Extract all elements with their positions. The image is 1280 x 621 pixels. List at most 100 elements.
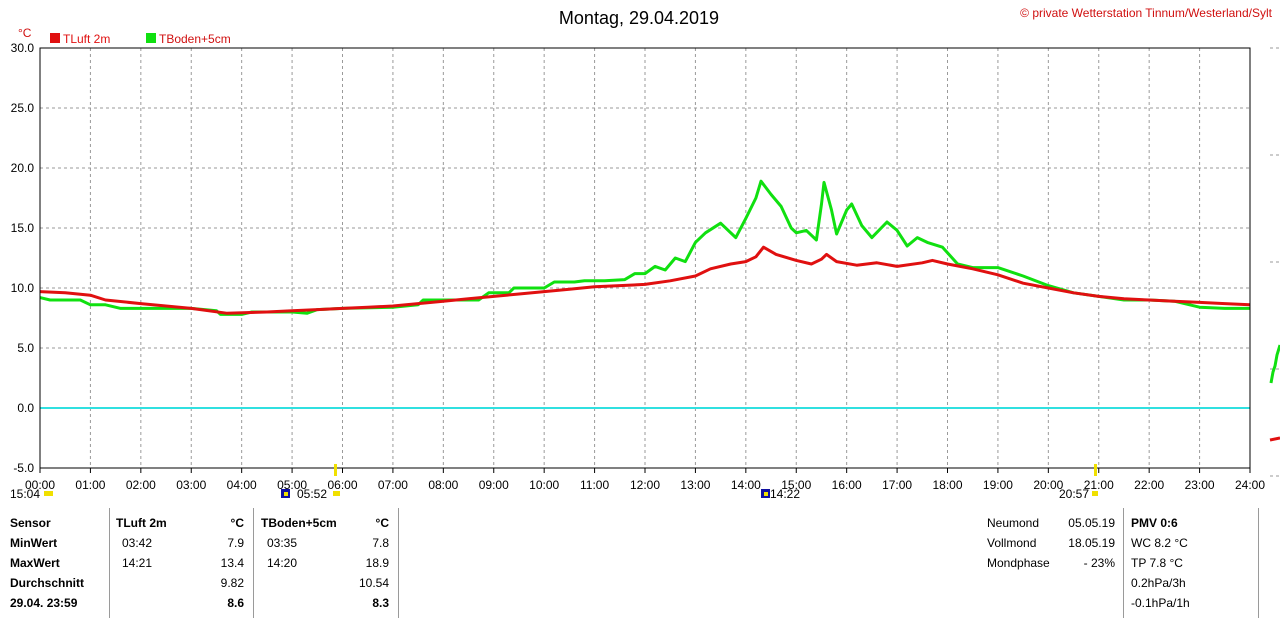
x-tick-label: 07:00 <box>378 478 408 492</box>
x-tick-label: 23:00 <box>1185 478 1215 492</box>
x-tick-label: 10:00 <box>529 478 559 492</box>
moon-label-new: Neumond <box>987 516 1040 530</box>
moonset-icon-inner <box>764 492 768 496</box>
edge-series-fragment <box>1269 344 1280 384</box>
x-tick-label: 05:00 <box>277 478 307 492</box>
moon-label-full: Vollmond <box>987 536 1037 550</box>
y-tick-label: 25.0 <box>11 101 35 115</box>
tluft-max-time: 14:21 <box>122 556 153 570</box>
x-tick-label: 06:00 <box>327 478 357 492</box>
x-tick-label: 24:00 <box>1235 478 1265 492</box>
tboden-max-time: 14:20 <box>267 556 298 570</box>
divider-3 <box>398 508 399 618</box>
legend-label-tboden: TBoden+5cm <box>159 32 231 46</box>
x-tick-label: 22:00 <box>1134 478 1164 492</box>
unit-label: °C <box>18 26 32 40</box>
y-tick-label: 15.0 <box>11 221 35 235</box>
sunset-tick-icon <box>1094 464 1097 476</box>
divider-4 <box>1123 508 1124 618</box>
x-tick-label: 19:00 <box>983 478 1013 492</box>
label-current: 29.04. 23:59 <box>10 596 78 610</box>
chart-title: Montag, 29.04.2019 <box>559 8 719 28</box>
label-max: MaxWert <box>10 556 60 570</box>
tboden-unit: °C <box>375 516 389 530</box>
x-tick-label: 02:00 <box>126 478 156 492</box>
moon-value-new: 05.05.19 <box>1068 516 1115 530</box>
x-tick-label: 16:00 <box>832 478 862 492</box>
sun-moon-markers: 15:04 05:52 14:22 20:57 <box>10 464 1098 501</box>
x-tick-label: 11:00 <box>580 478 609 492</box>
tboden-min: 7.8 <box>372 536 389 550</box>
sun-icon <box>333 491 340 496</box>
x-tick-label: 14:00 <box>731 478 761 492</box>
stats-tluft: TLuft 2m °C 03:42 7.9 14:21 13.4 9.82 8.… <box>116 513 246 613</box>
tluft-header: TLuft 2m <box>116 516 167 530</box>
x-tick-label: 21:00 <box>1084 478 1114 492</box>
x-tick-label: 17:00 <box>882 478 912 492</box>
x-tick-label: 01:00 <box>75 478 105 492</box>
x-axis-ticks: 00:00 01:00 02:00 03:00 04:00 05:00 06:00 07:00… <box>25 478 1265 492</box>
divider-1 <box>109 508 110 618</box>
x-tick-label: 20:00 <box>1033 478 1063 492</box>
stats-tboden: TBoden+5cm °C 03:35 7.8 14:20 18.9 10.54… <box>261 513 391 613</box>
edge-series-fragment <box>1269 436 1280 442</box>
plot-frame <box>39 47 1251 469</box>
pmv-line: 0.2hPa/3h <box>1131 576 1186 590</box>
divider-2 <box>253 508 254 618</box>
legend-label-tluft: TLuft 2m <box>63 32 110 46</box>
tboden-avg: 10.54 <box>358 576 389 590</box>
y-tick-label: 0.0 <box>17 401 34 415</box>
x-tick-label: 18:00 <box>932 478 962 492</box>
right-edge-fragment <box>1269 47 1280 477</box>
pmv-line: TP 7.8 °C <box>1131 556 1183 570</box>
moonrise-icon-inner <box>284 492 288 496</box>
tboden-header: TBoden+5cm <box>261 516 337 530</box>
sunrise-icon <box>44 491 53 496</box>
y-tick-label: 5.0 <box>17 341 34 355</box>
x-tick-label: 12:00 <box>630 478 660 492</box>
pmv-table: PMV 0:6 WC 8.2 °C TP 7.8 °C 0.2hPa/3h -0… <box>1131 513 1190 613</box>
sunrise-tick-icon <box>334 464 337 476</box>
legend: TLuft 2m TBoden+5cm <box>50 32 231 46</box>
copyright-text: © private Wetterstation Tinnum/Westerlan… <box>1020 6 1273 20</box>
grid <box>39 47 1251 473</box>
y-tick-label: -5.0 <box>13 461 34 475</box>
x-tick-label: 00:00 <box>25 478 55 492</box>
tluft-unit: °C <box>230 516 244 530</box>
marker-time-2: 05:52 <box>297 487 327 501</box>
tboden-min-time: 03:35 <box>267 536 298 550</box>
sunset-icon <box>1092 491 1098 496</box>
x-tick-label: 15:00 <box>781 478 811 492</box>
stats-labels: Sensor MinWert MaxWert Durchschnitt 29.0… <box>10 513 84 613</box>
series-line-tboden <box>39 179 1250 316</box>
divider-5 <box>1258 508 1259 618</box>
moon-value-phase: - 23% <box>1083 556 1115 570</box>
marker-time-3: 14:22 <box>770 487 800 501</box>
x-tick-label: 03:00 <box>176 478 206 492</box>
tluft-min: 7.9 <box>227 536 244 550</box>
marker-time-4: 20:57 <box>1059 487 1089 501</box>
tluft-min-time: 03:42 <box>122 536 153 550</box>
pmv-line: -0.1hPa/1h <box>1131 596 1190 610</box>
series-lines <box>39 179 1251 316</box>
tluft-max: 13.4 <box>220 556 244 570</box>
pmv-title: PMV 0:6 <box>1131 516 1178 530</box>
y-tick-label: 30.0 <box>11 41 35 55</box>
x-tick-label: 08:00 <box>428 478 458 492</box>
moon-value-full: 18.05.19 <box>1068 536 1115 550</box>
legend-swatch-tluft <box>50 33 60 43</box>
tboden-last: 8.3 <box>372 596 389 610</box>
x-tick-label: 09:00 <box>479 478 509 492</box>
label-avg: Durchschnitt <box>10 576 85 590</box>
tluft-last: 8.6 <box>227 596 244 610</box>
tboden-max: 18.9 <box>365 556 389 570</box>
x-tick-label: 04:00 <box>227 478 257 492</box>
y-tick-label: 20.0 <box>11 161 35 175</box>
x-tick-label: 13:00 <box>680 478 710 492</box>
series-line-tluft <box>39 245 1251 315</box>
moon-label-phase: Mondphase <box>987 556 1050 570</box>
y-tick-label: 10.0 <box>11 281 35 295</box>
label-sensor: Sensor <box>10 516 51 530</box>
moon-table: Neumond 05.05.19 Vollmond 18.05.19 Mondp… <box>987 513 1117 573</box>
